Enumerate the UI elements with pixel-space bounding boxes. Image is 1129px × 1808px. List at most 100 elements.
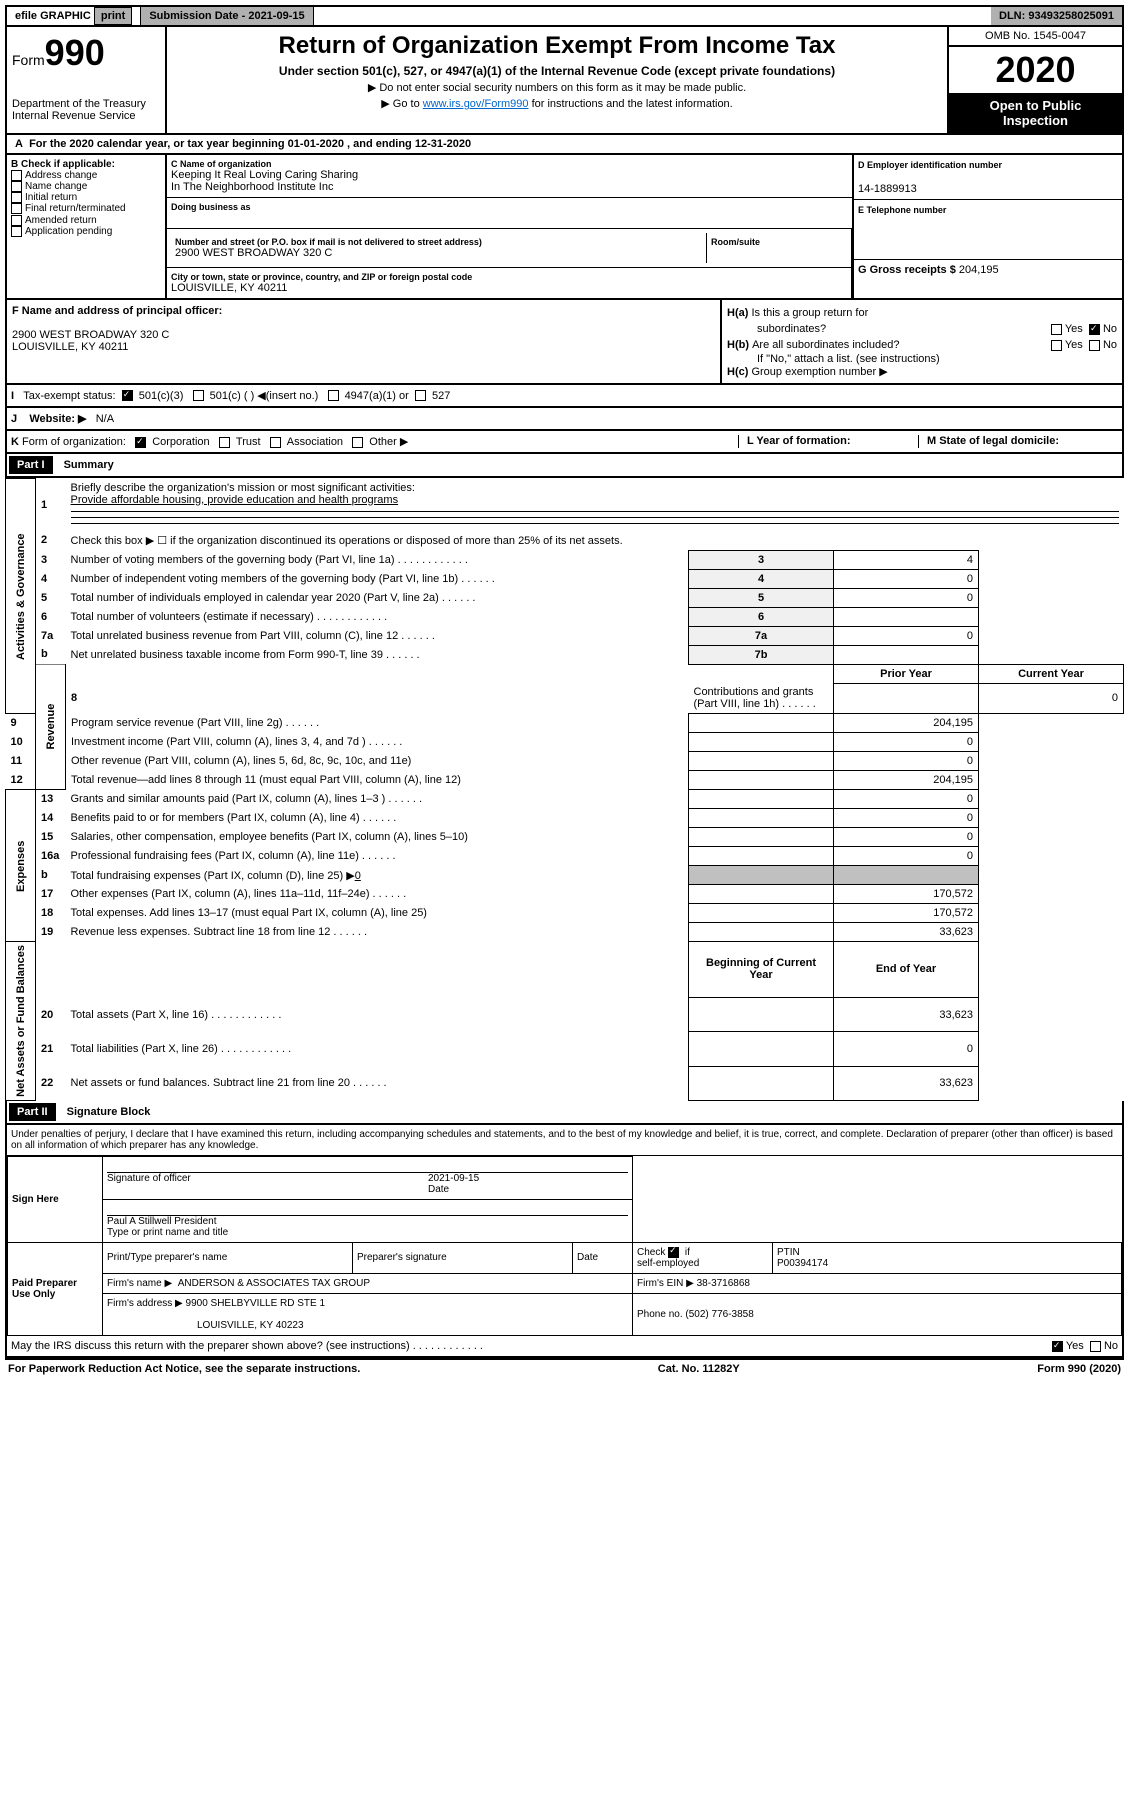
527-checkbox[interactable] [415,390,426,401]
l10-text: Investment income (Part VIII, column (A)… [71,736,402,748]
l18-text: Total expenses. Add lines 13–17 (must eq… [71,907,427,919]
l11-c: 0 [834,752,979,771]
type-print-label: Type or print name and title [107,1227,228,1238]
top-bar: efile GRAPHIC print Submission Date - 20… [5,5,1124,27]
l15-c: 0 [834,828,979,847]
assoc-checkbox[interactable] [270,437,281,448]
discuss-yes-checkbox[interactable] [1052,1341,1063,1352]
l7a-text: Total unrelated business revenue from Pa… [71,630,435,642]
signature-block: Under penalties of perjury, I declare th… [5,1125,1124,1358]
cat-no: Cat. No. 11282Y [658,1363,740,1375]
l22-text: Net assets or fund balances. Subtract li… [71,1077,387,1089]
ein-label: D Employer identification number [858,160,1002,170]
l9-c: 204,195 [834,714,979,733]
page-footer: For Paperwork Reduction Act Notice, see … [5,1358,1124,1378]
trust-checkbox[interactable] [219,437,230,448]
addr-change-checkbox[interactable] [11,170,22,181]
website-value: N/A [96,413,114,425]
efile-label: efile GRAPHIC print [7,7,141,25]
paperwork-notice: For Paperwork Reduction Act Notice, see … [8,1363,360,1375]
hb-no-checkbox[interactable] [1089,340,1100,351]
l16a-c: 0 [834,847,979,866]
l4-text: Number of independent voting members of … [71,573,495,585]
print-button[interactable]: print [94,7,132,25]
date-label: Date [573,1242,633,1273]
l7b-val [834,645,979,664]
ptin-value: P00394174 [777,1258,828,1269]
sign-here-label: Sign Here [8,1156,103,1242]
l16b-text: Total fundraising expenses (Part IX, col… [71,870,355,882]
tax-year: 2020 [949,47,1122,93]
website-row: J Website: ▶ N/A [5,408,1124,431]
city-value: LOUISVILLE, KY 40211 [171,282,847,294]
initial-checkbox[interactable] [11,192,22,203]
l22-c: 33,623 [834,1066,979,1100]
form-label: Form [12,52,45,68]
box-f-label: F Name and address of principal officer: [12,305,222,317]
l5-text: Total number of individuals employed in … [71,592,476,604]
l20-text: Total assets (Part X, line 16) [71,1009,282,1021]
self-emp-checkbox[interactable] [668,1247,679,1258]
box-b: B Check if applicable: Address change Na… [7,155,167,298]
part1-badge: Part I [9,456,53,474]
officer-addr2: LOUISVILLE, KY 40211 [12,341,715,353]
self-employed: Check ifself-employed [637,1247,699,1269]
form-title: Return of Organization Exempt From Incom… [172,32,942,60]
form990-link[interactable]: www.irs.gov/Form990 [423,98,529,110]
section-f-h: F Name and address of principal officer:… [5,300,1124,385]
l10-c: 0 [834,733,979,752]
pending-checkbox[interactable] [11,226,22,237]
l2-text: Check this box ▶ ☐ if the organization d… [66,531,1124,551]
l8-c: 0 [979,683,1124,714]
name-change-checkbox[interactable] [11,181,22,192]
phone-value: (502) 776-3858 [685,1309,753,1320]
street-addr: 2900 WEST BROADWAY 320 C [175,247,702,259]
hb-yes-checkbox[interactable] [1051,340,1062,351]
501c3-checkbox[interactable] [122,390,133,401]
l6-val [834,607,979,626]
perjury-text: Under penalties of perjury, I declare th… [7,1125,1122,1156]
omb-no: OMB No. 1545-0047 [949,27,1122,47]
corp-checkbox[interactable] [135,437,146,448]
part2-badge: Part II [9,1103,56,1121]
l1-text: Briefly describe the organization's miss… [71,482,415,494]
current-year-hdr: Current Year [979,664,1124,683]
phone-label: Phone no. [637,1309,683,1320]
year-formation: L Year of formation: [747,435,851,447]
l21-text: Total liabilities (Part X, line 26) [71,1043,292,1055]
l17-c: 170,572 [834,885,979,904]
open-public: Open to PublicInspection [949,93,1122,133]
part1-title: Summary [64,459,114,471]
501c-checkbox[interactable] [193,390,204,401]
final-checkbox[interactable] [11,203,22,214]
l17-text: Other expenses (Part IX, column (A), lin… [71,888,407,900]
discuss-no-checkbox[interactable] [1090,1341,1101,1352]
other-checkbox[interactable] [352,437,363,448]
amended-checkbox[interactable] [11,215,22,226]
l8-text: Contributions and grants (Part VIII, lin… [694,686,816,710]
firm-city: LOUISVILLE, KY 40223 [107,1320,304,1331]
tax-year-line: A For the 2020 calendar year, or tax yea… [5,135,1124,155]
firm-addr-label: Firm's address ▶ [107,1298,183,1309]
begin-year-hdr: Beginning of Current Year [689,942,834,998]
ha-yes-checkbox[interactable] [1051,324,1062,335]
ha-label: H(a) [727,307,748,319]
box-b-label: B Check if applicable: [11,159,115,170]
submission-date: Submission Date - 2021-09-15 [141,7,313,25]
l5-val: 0 [834,588,979,607]
form-org-row: K Form of organization: Corporation Trus… [5,431,1124,454]
officer-name: Paul A Stillwell President [107,1216,217,1227]
4947-checkbox[interactable] [328,390,339,401]
org-info: B Check if applicable: Address change Na… [5,155,1124,300]
part1-header: Part I Summary [5,454,1124,478]
l11-text: Other revenue (Part VIII, column (A), li… [71,755,411,767]
l12-c: 204,195 [834,771,979,790]
l13-c: 0 [834,790,979,809]
l4-val: 0 [834,569,979,588]
firm-ein: 38-3716868 [697,1278,750,1289]
prep-sig-label: Preparer's signature [353,1242,573,1273]
part2-header: Part II Signature Block [5,1101,1124,1125]
l12-text: Total revenue—add lines 8 through 11 (mu… [71,774,461,786]
ha-no-checkbox[interactable] [1089,324,1100,335]
l14-c: 0 [834,809,979,828]
